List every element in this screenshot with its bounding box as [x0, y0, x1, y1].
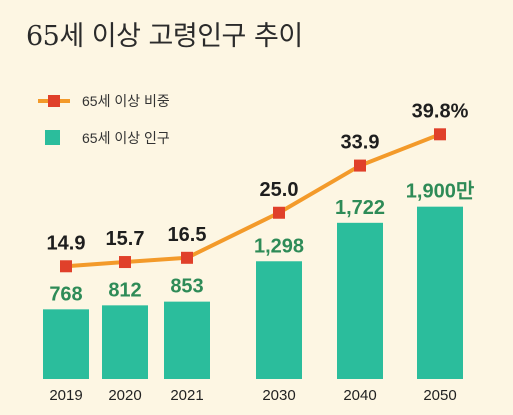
x-tick-label: 2020: [108, 387, 141, 404]
legend-bar-swatch: [45, 130, 60, 145]
line-layer: [60, 128, 446, 273]
x-tick-label: 2021: [170, 387, 203, 404]
x-tick-label: 2040: [343, 387, 376, 404]
legend-label-population: 65세 이상 인구: [82, 130, 170, 146]
labels-layer: 768 2019 812 2020 853 2021 1,298 2030 1,722 2040 1…: [47, 100, 475, 404]
rate-value-label: 16.5: [168, 224, 207, 246]
bar-value-label: 1,722: [335, 197, 385, 219]
rate-marker: [354, 159, 366, 172]
rate-marker: [119, 256, 131, 269]
x-tick-label: 2050: [423, 387, 456, 404]
rate-marker: [60, 260, 72, 273]
bar-2040: [337, 222, 383, 379]
rate-value-label: 15.7: [106, 228, 145, 250]
bar-value-label: 1,298: [254, 235, 304, 257]
bar-value-label: 853: [170, 276, 203, 298]
bar-2030: [256, 261, 302, 379]
bar-value-label: 1,900만: [406, 180, 475, 203]
x-tick-label: 2019: [49, 387, 82, 404]
rate-marker: [181, 251, 193, 264]
rate-value-label: 25.0: [260, 179, 299, 201]
rate-value-label: 39.8%: [412, 100, 469, 122]
bar-2019: [43, 309, 89, 379]
rate-value-label: 14.9: [47, 232, 86, 254]
bar-2050: [417, 206, 463, 379]
rate-marker: [273, 206, 285, 219]
rate-value-label: 33.9: [341, 132, 380, 154]
legend-label-rate: 65세 이상 비중: [82, 93, 170, 109]
bar-value-label: 768: [49, 283, 82, 305]
rate-line: [65, 132, 441, 269]
chart-title: 65세 이상 고령인구 추이: [26, 21, 303, 52]
legend: 65세 이상 비중 65세 이상 인구: [38, 93, 170, 146]
bars-layer: [43, 206, 463, 379]
rate-marker: [434, 128, 446, 141]
bar-2021: [164, 301, 210, 379]
x-tick-label: 2030: [262, 387, 295, 404]
legend-marker-swatch: [48, 95, 60, 107]
bar-2020: [102, 305, 148, 379]
bar-value-label: 812: [108, 279, 141, 301]
